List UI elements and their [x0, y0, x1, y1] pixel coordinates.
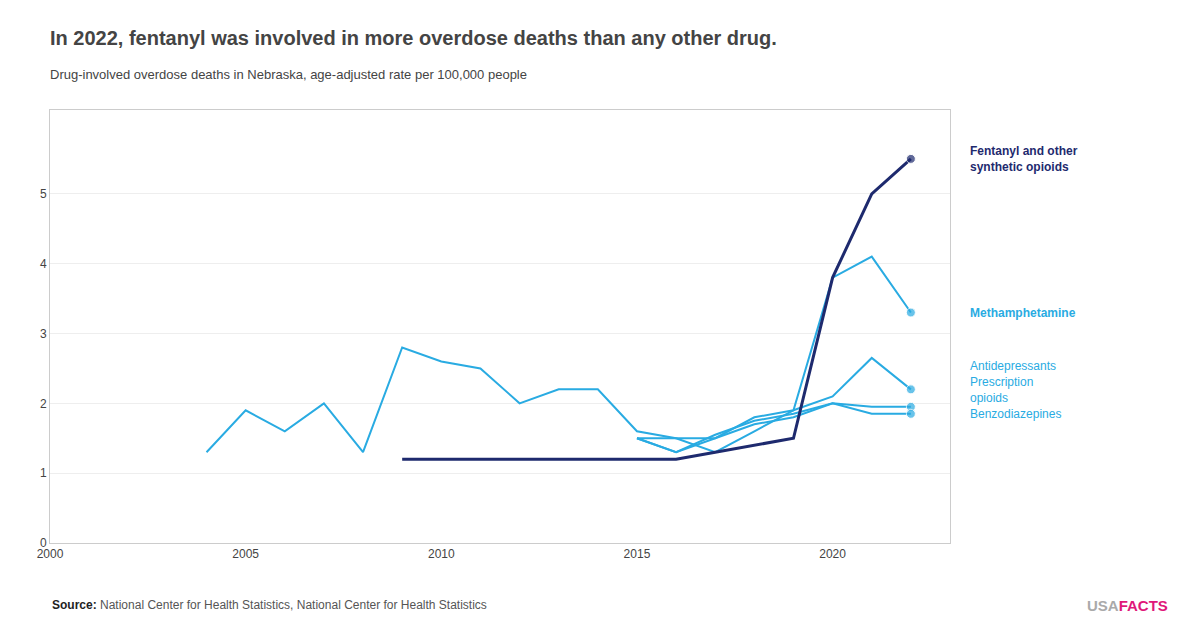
svg-text:2020: 2020	[819, 547, 846, 561]
svg-text:2015: 2015	[624, 547, 651, 561]
svg-text:In 2022, fentanyl was involved: In 2022, fentanyl was involved in more o…	[50, 27, 777, 49]
svg-text:Antidepressants: Antidepressants	[970, 359, 1056, 373]
svg-text:1: 1	[40, 466, 47, 480]
svg-text:Source: National Center for He: Source: National Center for Health Stati…	[52, 598, 487, 612]
svg-text:4: 4	[40, 257, 47, 271]
svg-text:2000: 2000	[37, 547, 64, 561]
svg-text:Methamphetamine: Methamphetamine	[970, 306, 1076, 320]
svg-text:Drug-involved overdose deaths: Drug-involved overdose deaths in Nebrask…	[50, 67, 527, 82]
svg-text:2010: 2010	[428, 547, 455, 561]
svg-text:2: 2	[40, 397, 47, 411]
svg-text:3: 3	[40, 327, 47, 341]
svg-text:USAFACTS: USAFACTS	[1087, 597, 1168, 614]
svg-text:Fentanyl and othersynthetic op: Fentanyl and othersynthetic opioids	[970, 144, 1078, 174]
svg-text:Prescriptionopioids: Prescriptionopioids	[970, 375, 1033, 405]
svg-text:2005: 2005	[232, 547, 259, 561]
svg-text:Benzodiazepines: Benzodiazepines	[970, 407, 1061, 421]
svg-text:0: 0	[40, 536, 47, 550]
svg-text:5: 5	[40, 187, 47, 201]
